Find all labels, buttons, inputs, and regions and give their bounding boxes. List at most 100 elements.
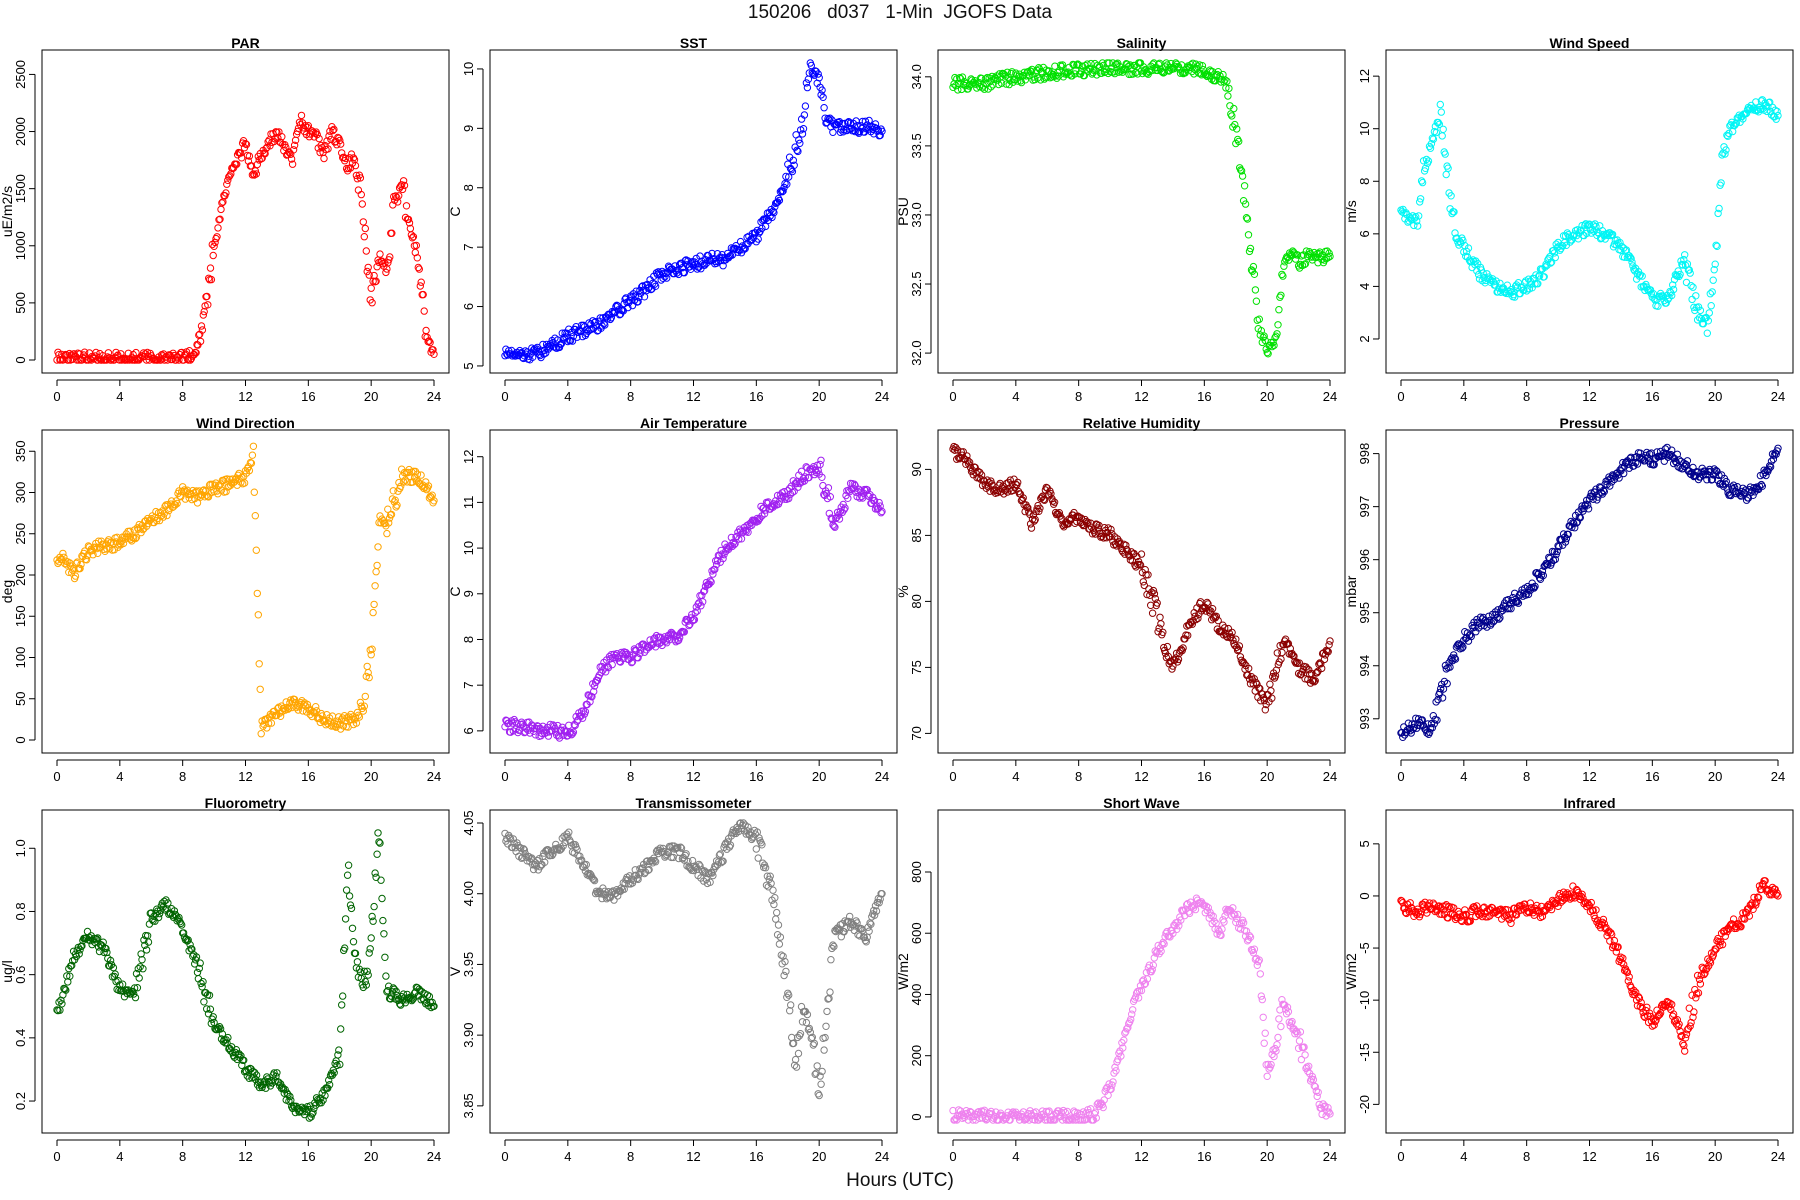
wind-direction-data-point (372, 568, 380, 576)
fluorometry-data-point (343, 871, 352, 879)
wind-speed-data-point (1676, 270, 1684, 279)
par-data-point (209, 251, 217, 260)
sst-data-point (634, 297, 642, 306)
wind-speed-data-point (1725, 129, 1733, 138)
salinity-data-point (951, 73, 959, 82)
sst-data-point (610, 308, 618, 316)
par-data-point (236, 149, 245, 157)
wind-speed-data-point (1416, 195, 1425, 203)
wind-speed-data-point (1705, 309, 1714, 317)
short-wave-y-tick-label: 600 (909, 922, 924, 944)
wind-direction-data-point (393, 501, 401, 509)
air-temperature-data-point (613, 650, 621, 658)
fluorometry-data-point (200, 998, 208, 1006)
fluorometry-x-tick-label: 16 (301, 1149, 315, 1164)
par-data-point (289, 146, 298, 154)
infrared-y-tick-label: -20 (1357, 1095, 1372, 1114)
air-temperature-x-tick-label: 24 (875, 769, 889, 784)
sst-y-axis-label: C (447, 206, 463, 216)
fluorometry-data-point (366, 945, 374, 953)
wind-direction-data-point (254, 611, 262, 619)
par-data-point (393, 193, 401, 202)
air-temperature-data-point (603, 662, 612, 671)
wind-speed-data-point (1432, 128, 1441, 137)
wind-direction-data-point (422, 485, 431, 494)
sst-x-tick-label: 20 (812, 389, 826, 404)
sst-data-point (798, 130, 807, 138)
air-temperature-data-point (622, 648, 630, 657)
salinity-data-point (1260, 332, 1268, 340)
par-data-point (408, 234, 417, 242)
wind-speed-data-point (1669, 285, 1678, 294)
par-data-point (203, 292, 211, 301)
wind-direction-data-point (113, 533, 121, 541)
infrared-x-tick-label: 8 (1523, 1149, 1530, 1164)
transmissometer-data-point (754, 854, 762, 862)
salinity-data-point (1192, 60, 1200, 68)
wind-direction-data-point (279, 705, 288, 713)
par-y-tick-label: 0 (13, 356, 28, 363)
wind-speed-data-point (1464, 244, 1473, 252)
air-temperature-data-point (685, 621, 693, 630)
salinity-y-tick-label: 33.5 (909, 133, 924, 158)
wind-speed-data-point (1627, 254, 1635, 263)
transmissometer-data-point (774, 921, 783, 929)
salinity-data-point (999, 70, 1008, 78)
wind-direction-data-point (255, 660, 263, 668)
fluorometry-data-point (380, 930, 388, 938)
wind-speed-data-point (1405, 217, 1413, 225)
pressure-x-tick-label: 16 (1645, 769, 1659, 784)
salinity-data-point (1280, 262, 1288, 270)
air-temperature-x-tick-label: 12 (686, 769, 700, 784)
wind-speed-x-tick-label: 4 (1460, 389, 1467, 404)
wind-direction-data-point (389, 487, 397, 495)
salinity-data-point (1066, 70, 1074, 78)
salinity-x-tick-label: 4 (1012, 389, 1019, 404)
salinity-data-point (1154, 60, 1163, 69)
sst-data-point (751, 229, 760, 237)
salinity-data-point (1103, 59, 1111, 67)
wind-speed-data-point (1415, 212, 1423, 220)
air-temperature-data-point (618, 650, 627, 658)
par-data-point (299, 124, 308, 132)
par-data-point (415, 265, 423, 273)
air-temperature-y-tick-label: 10 (461, 541, 476, 555)
par-data-point (329, 126, 337, 135)
par-data-point (416, 282, 424, 290)
wind-speed-data-point (1732, 119, 1741, 127)
salinity-data-point (1278, 270, 1286, 279)
wind-direction-data-point (371, 582, 379, 590)
salinity-data-point (958, 73, 967, 81)
short-wave-data-point (1275, 1015, 1283, 1023)
relative-humidity-data-point (1326, 637, 1334, 645)
salinity-data-point (1093, 71, 1101, 79)
wind-direction-data-point (250, 488, 259, 496)
sst-data-point (606, 315, 614, 324)
air-temperature-x-tick-label: 4 (564, 769, 571, 784)
wind-direction-data-point (163, 511, 171, 520)
transmissometer-data-point (827, 956, 835, 964)
fluorometry-y-tick-label: 1.0 (13, 839, 28, 857)
fluorometry-y-tick-label: 0.2 (13, 1092, 28, 1110)
par-data-point (420, 307, 428, 315)
relative-humidity-points (949, 442, 1334, 714)
fluorometry-x-tick-label: 12 (238, 1149, 252, 1164)
salinity-data-point (970, 78, 978, 87)
air-temperature-data-point (560, 726, 568, 734)
par-x-tick-label: 12 (238, 389, 252, 404)
par-y-tick-label: 500 (13, 292, 28, 314)
par-x-tick-label: 4 (116, 389, 123, 404)
wind-direction-points (53, 442, 438, 738)
salinity-plot-frame (937, 49, 1346, 374)
wind-speed-data-point (1681, 251, 1689, 259)
relative-humidity-y-tick-label: 85 (909, 528, 924, 542)
par-data-point (313, 130, 321, 139)
sst-data-point (563, 329, 571, 337)
air-temperature-data-point (549, 721, 557, 729)
wind-speed-data-point (1687, 282, 1695, 290)
transmissometer-data-point (769, 886, 777, 894)
salinity-data-point (1326, 252, 1334, 261)
relative-humidity-y-tick-label: 90 (909, 462, 924, 476)
salinity-data-point (1269, 338, 1277, 347)
